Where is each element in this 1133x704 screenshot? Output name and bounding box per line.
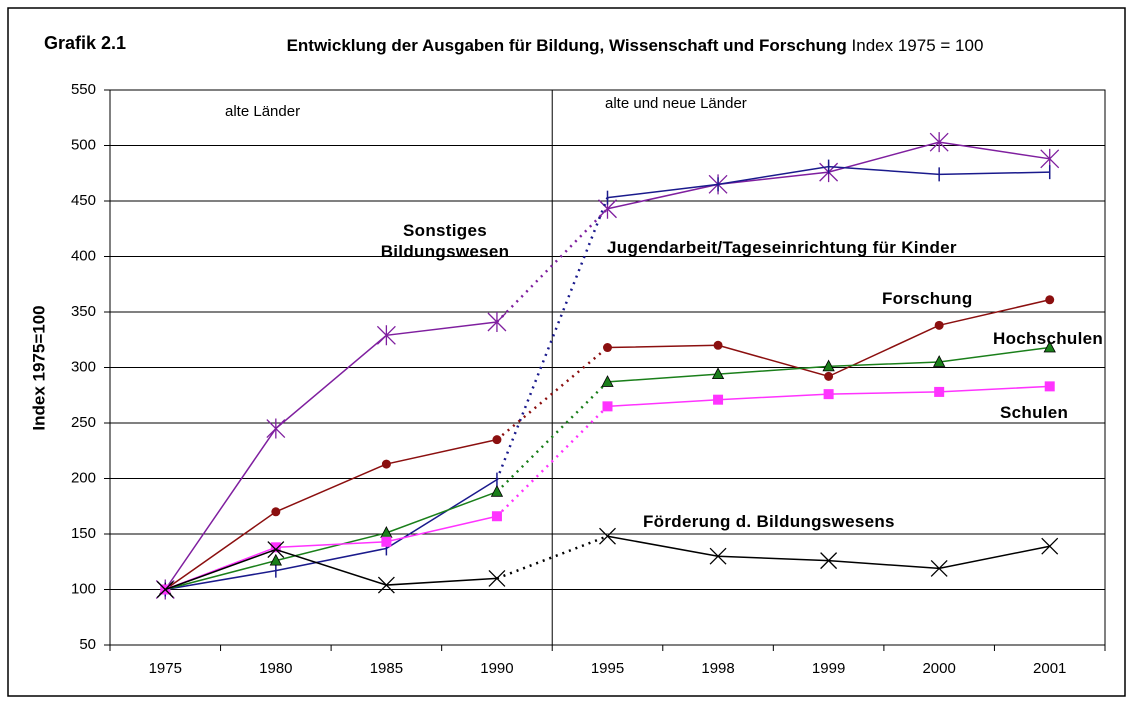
marker xyxy=(929,132,949,153)
marker xyxy=(713,340,723,350)
series-line xyxy=(164,438,498,591)
series-connector xyxy=(496,381,609,493)
marker xyxy=(823,389,834,400)
marker xyxy=(376,325,396,346)
x-tick-label: 1985 xyxy=(370,660,403,677)
region-label: alte Länder xyxy=(225,103,300,120)
frame xyxy=(7,7,1126,697)
series-line xyxy=(165,491,498,591)
marker xyxy=(1041,537,1059,555)
series-label: Hochschulen xyxy=(993,329,1104,348)
marker xyxy=(820,552,838,570)
title-block: Entwicklung der Ausgaben für Bildung, Wi… xyxy=(200,33,1070,59)
series-connector xyxy=(495,197,609,481)
marker xyxy=(1044,381,1055,392)
marker xyxy=(711,367,725,380)
marker xyxy=(271,507,281,517)
marker xyxy=(267,541,285,558)
series-label: Sonstiges Bildungswesen xyxy=(380,221,510,261)
plot-border xyxy=(109,89,1106,646)
series-label: Schulen xyxy=(1000,403,1069,422)
y-tick-label: 300 xyxy=(71,358,96,375)
marker xyxy=(602,401,613,412)
x-tick-label: 1999 xyxy=(812,660,845,677)
figure-label: Grafik 2.1 xyxy=(44,33,126,53)
marker xyxy=(601,375,614,387)
x-tick-label: 1990 xyxy=(480,660,513,677)
x-tick-label: 2000 xyxy=(922,660,955,677)
x-tick-label: 1980 xyxy=(259,660,292,677)
marker xyxy=(933,355,946,367)
y-tick-label: 50 xyxy=(79,636,96,653)
marker xyxy=(1045,295,1055,305)
marker xyxy=(266,418,286,439)
marker xyxy=(381,536,392,547)
series-line xyxy=(165,548,497,591)
series-line xyxy=(165,478,498,591)
y-tick-label: 400 xyxy=(71,247,96,264)
x-tick-label: 2001 xyxy=(1033,660,1066,677)
region-label: alte und neue Länder xyxy=(605,95,747,112)
series-line xyxy=(607,535,1050,570)
series-connector xyxy=(496,405,609,518)
series-connector xyxy=(496,346,609,441)
x-tick-label: 1998 xyxy=(701,660,734,677)
x-tick-label: 1975 xyxy=(149,660,182,677)
series-label: Jugendarbeit/Tageseinrichtung für Kinder xyxy=(607,238,957,257)
marker xyxy=(488,569,506,587)
marker xyxy=(930,559,948,577)
marker xyxy=(156,581,174,598)
series-line xyxy=(164,321,498,590)
marker xyxy=(603,343,612,353)
marker xyxy=(492,435,502,445)
marker xyxy=(1043,340,1056,353)
y-tick-label: 200 xyxy=(71,469,96,486)
x-tick-label: 1995 xyxy=(591,660,624,677)
marker xyxy=(713,394,724,405)
y-tick-label: 150 xyxy=(71,525,96,542)
marker xyxy=(934,386,945,397)
series-connector xyxy=(496,535,608,580)
marker xyxy=(822,359,835,372)
marker xyxy=(377,576,395,594)
marker xyxy=(709,547,727,565)
y-tick-label: 450 xyxy=(71,192,96,209)
marker xyxy=(824,371,834,381)
y-tick-label: 100 xyxy=(71,580,96,597)
marker xyxy=(487,311,507,332)
y-tick-label: 350 xyxy=(71,303,96,320)
marker xyxy=(381,459,391,469)
series-line xyxy=(165,515,498,591)
y-tick-label: 550 xyxy=(71,81,96,98)
marker xyxy=(934,320,944,330)
marker xyxy=(599,527,616,545)
y-tick-label: 250 xyxy=(71,414,96,431)
y-axis-label: Index 1975=100 xyxy=(29,305,48,430)
series-label: Förderung d. Bildungswesens xyxy=(643,512,895,531)
marker xyxy=(269,553,282,566)
marker xyxy=(270,542,281,553)
chart-title: Entwicklung der Ausgaben für Bildung, Wi… xyxy=(286,36,847,55)
chart-subtitle: Index 1975 = 100 xyxy=(851,36,984,55)
series-label: Forschung xyxy=(882,289,973,308)
y-tick-label: 500 xyxy=(71,136,96,153)
marker xyxy=(490,484,504,497)
marker xyxy=(491,511,502,522)
